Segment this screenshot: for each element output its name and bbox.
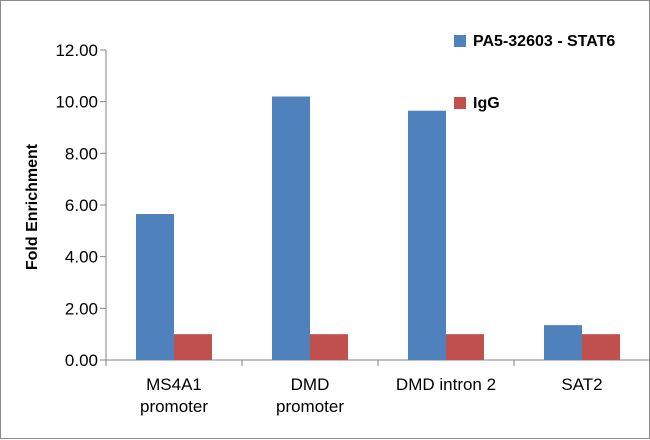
y-tick-label: 8.00	[65, 144, 98, 163]
bar-igg	[582, 334, 620, 360]
legend-entry-label: IgG	[473, 95, 500, 112]
y-tick-label: 4.00	[65, 248, 98, 267]
bar-igg	[446, 334, 484, 360]
bar-stat6	[408, 110, 446, 360]
bar-stat6	[272, 96, 310, 360]
y-tick-label: 6.00	[65, 196, 98, 215]
legend-swatch	[454, 35, 466, 47]
y-tick-label: 2.00	[65, 299, 98, 318]
y-tick-label: 10.00	[55, 93, 98, 112]
y-tick-label: 12.00	[55, 41, 98, 60]
y-axis-label: Fold Enrichment	[24, 143, 41, 270]
legend-swatch	[454, 97, 466, 109]
category-labels: MS4A1 promoter DMD promoter DMD intron 2 SAT2	[140, 375, 603, 416]
bars	[136, 96, 620, 360]
legend: PA5-32603 - STAT6 IgG	[454, 33, 615, 112]
bar-stat6	[544, 325, 582, 360]
category-label: DMD intron 2	[396, 375, 496, 394]
bar-stat6	[136, 214, 174, 360]
legend-entry-label: PA5-32603 - STAT6	[473, 33, 615, 50]
bar-igg	[174, 334, 212, 360]
category-label: SAT2	[561, 375, 602, 394]
category-label: promoter	[140, 397, 208, 416]
y-tick-labels: 0.00 2.00 4.00 6.00 8.00 10.00 12.00	[55, 41, 98, 370]
category-label: promoter	[276, 397, 344, 416]
category-label: DMD	[291, 375, 330, 394]
category-label: MS4A1	[146, 375, 202, 394]
y-tick-label: 0.00	[65, 351, 98, 370]
bar-igg	[310, 334, 348, 360]
axes	[100, 49, 649, 366]
